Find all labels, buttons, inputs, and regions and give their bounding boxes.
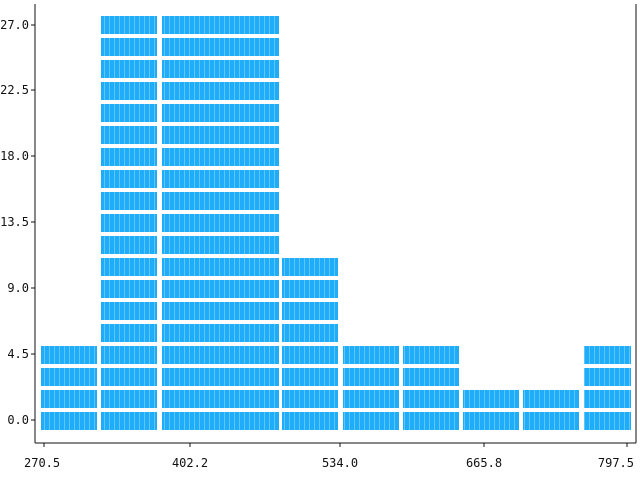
x-tick-label: 797.5	[598, 456, 634, 470]
histogram-block-col7-1	[523, 390, 579, 408]
histogram-block-col1-17	[101, 38, 157, 56]
histogram-block-col3-1	[282, 390, 338, 408]
histogram-block-col2-3	[162, 346, 279, 364]
histogram-block-col2-2	[162, 368, 279, 386]
histogram-block-col2-5	[162, 302, 279, 320]
histogram-block-col6-0	[463, 412, 519, 430]
histogram-blocks	[41, 16, 631, 430]
y-tick-label: 4.5	[7, 347, 29, 361]
histogram-block-col3-4	[282, 324, 338, 342]
y-tick-label: 18.0	[0, 149, 29, 163]
histogram-block-col2-14	[162, 104, 279, 122]
histogram-block-col2-6	[162, 280, 279, 298]
histogram-block-col2-13	[162, 126, 279, 144]
histogram-block-col4-2	[343, 368, 399, 386]
histogram-block-col3-3	[282, 346, 338, 364]
histogram-block-col7-0	[523, 412, 579, 430]
histogram-block-col4-1	[343, 390, 399, 408]
histogram-block-col8-0	[584, 412, 631, 430]
histogram-block-col2-10	[162, 192, 279, 210]
histogram-block-col1-10	[101, 192, 157, 210]
histogram-block-col2-1	[162, 390, 279, 408]
histogram-block-col0-1	[41, 390, 97, 408]
x-tick-label: 665.8	[466, 456, 502, 470]
histogram-block-col5-2	[403, 368, 459, 386]
histogram-block-col1-9	[101, 214, 157, 232]
histogram-block-col2-4	[162, 324, 279, 342]
histogram-block-col2-0	[162, 412, 279, 430]
histogram-block-col3-7	[282, 258, 338, 276]
histogram-block-col1-11	[101, 170, 157, 188]
y-tick-label: 27.0	[0, 18, 29, 32]
histogram-block-col5-1	[403, 390, 459, 408]
histogram-block-col3-0	[282, 412, 338, 430]
histogram-block-col1-1	[101, 390, 157, 408]
histogram-block-col1-0	[101, 412, 157, 430]
x-axis-ticks: 270.5 402.2 534.0 665.8 797.5	[24, 443, 634, 470]
histogram-block-col2-18	[162, 16, 279, 34]
histogram-block-col4-0	[343, 412, 399, 430]
y-tick-label: 9.0	[7, 281, 29, 295]
y-axis-ticks: 0.0 4.5 9.0 13.5 18.0 22.5 27.0	[0, 18, 35, 427]
histogram-block-col8-1	[584, 390, 631, 408]
histogram-block-col2-15	[162, 82, 279, 100]
histogram-block-col8-2	[584, 368, 631, 386]
histogram-block-col1-12	[101, 148, 157, 166]
histogram-block-col1-15	[101, 82, 157, 100]
histogram-block-col3-6	[282, 280, 338, 298]
histogram-block-col4-3	[343, 346, 399, 364]
y-tick-label: 22.5	[0, 83, 29, 97]
y-tick-label: 13.5	[0, 215, 29, 229]
histogram-block-col5-0	[403, 412, 459, 430]
histogram-block-col2-12	[162, 148, 279, 166]
histogram-block-col5-3	[403, 346, 459, 364]
x-tick-label: 534.0	[322, 456, 358, 470]
histogram-block-col1-2	[101, 368, 157, 386]
histogram-block-col0-3	[41, 346, 97, 364]
histogram-block-col2-11	[162, 170, 279, 188]
histogram-block-col1-18	[101, 16, 157, 34]
histogram-block-col0-2	[41, 368, 97, 386]
histogram-block-col0-0	[41, 412, 97, 430]
y-tick-label: 0.0	[7, 413, 29, 427]
histogram-block-col3-2	[282, 368, 338, 386]
histogram-block-col1-3	[101, 346, 157, 364]
histogram-block-col1-8	[101, 236, 157, 254]
x-tick-label: 270.5	[24, 456, 60, 470]
histogram-block-col2-17	[162, 38, 279, 56]
histogram-block-col6-1	[463, 390, 519, 408]
histogram-block-col1-4	[101, 324, 157, 342]
x-tick-label: 402.2	[172, 456, 208, 470]
histogram-block-col1-6	[101, 280, 157, 298]
histogram-block-col1-5	[101, 302, 157, 320]
histogram-block-col8-3	[584, 346, 631, 364]
histogram-block-col2-8	[162, 236, 279, 254]
histogram-block-col2-7	[162, 258, 279, 276]
histogram-block-col1-16	[101, 60, 157, 78]
histogram-block-col1-14	[101, 104, 157, 122]
histogram-block-col2-16	[162, 60, 279, 78]
histogram-block-col1-13	[101, 126, 157, 144]
histogram-block-col2-9	[162, 214, 279, 232]
axes	[34, 4, 637, 444]
histogram-block-col3-5	[282, 302, 338, 320]
histogram-block-col1-7	[101, 258, 157, 276]
